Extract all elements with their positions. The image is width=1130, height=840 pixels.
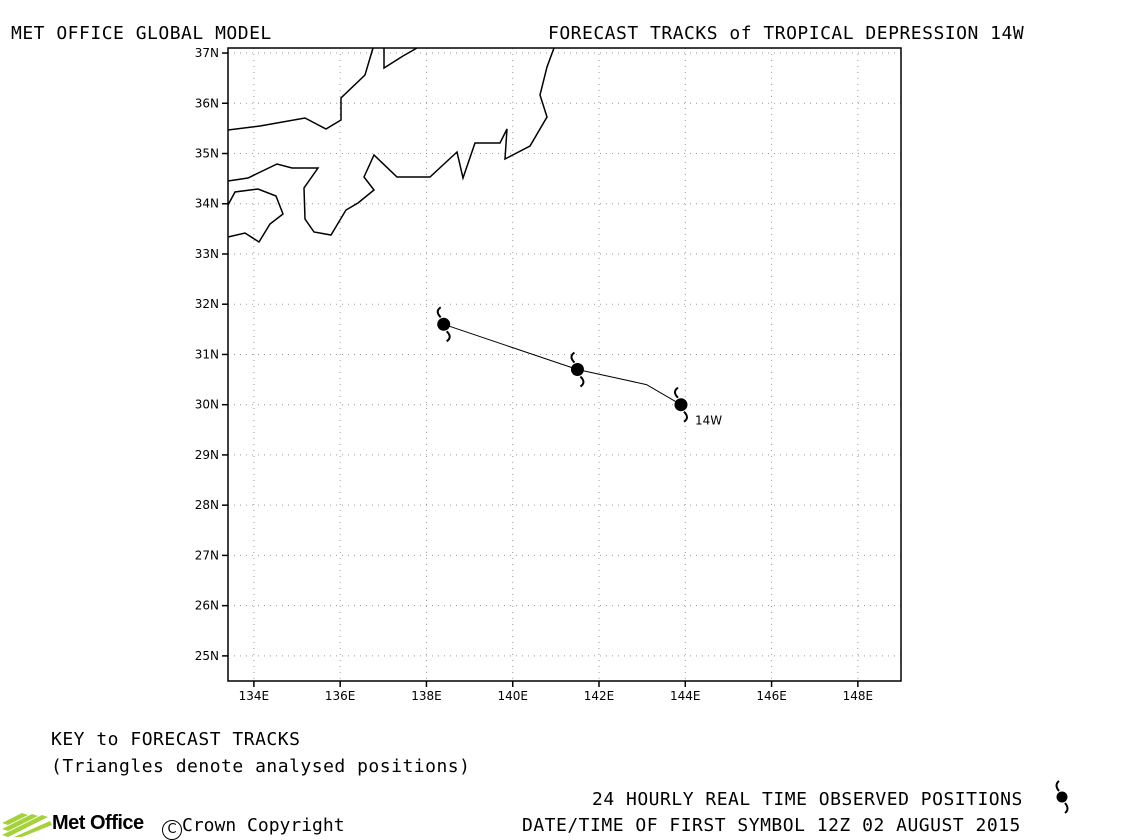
latitude-labels: 37N 36N 35N 34N 33N 32N 31N 30N 29N 28N 27N 26N 25N bbox=[195, 46, 228, 663]
lat-tick-label: 35N bbox=[195, 147, 219, 161]
lon-tick-label: 148E bbox=[843, 689, 874, 703]
grid-lines bbox=[228, 48, 901, 681]
forecast-track bbox=[443, 323, 682, 406]
lat-tick-label: 25N bbox=[195, 649, 219, 663]
lat-tick-label: 30N bbox=[195, 398, 219, 412]
lat-tick-label: 34N bbox=[195, 197, 219, 211]
lon-tick-label: 140E bbox=[497, 689, 528, 703]
cyclone-symbol bbox=[673, 386, 688, 423]
coastline-kii bbox=[227, 47, 555, 236]
lat-tick-label: 37N bbox=[195, 46, 219, 60]
legend-cyclone-icon bbox=[1055, 780, 1069, 814]
coastline-honshu-west bbox=[227, 47, 374, 131]
storm-label: 14W bbox=[695, 414, 722, 428]
key-note: (Triangles denote analysed positions) bbox=[51, 756, 471, 777]
lat-tick-label: 28N bbox=[195, 498, 219, 512]
lon-tick-label: 146E bbox=[756, 689, 787, 703]
lon-tick-label: 136E bbox=[325, 689, 356, 703]
lon-tick-label: 142E bbox=[584, 689, 615, 703]
lon-tick-label: 138E bbox=[411, 689, 442, 703]
storm-symbols bbox=[436, 306, 688, 423]
lat-tick-label: 32N bbox=[195, 297, 219, 311]
copyright-notice: C Crown Copyright bbox=[162, 815, 345, 840]
coastline-izu bbox=[383, 47, 418, 70]
lat-tick-label: 29N bbox=[195, 448, 219, 462]
observed-positions-label: 24 HOURLY REAL TIME OBSERVED POSITIONS bbox=[592, 789, 1023, 810]
right-title: FORECAST TRACKS of TROPICAL DEPRESSION 1… bbox=[548, 23, 1025, 44]
first-symbol-datetime: DATE/TIME OF FIRST SYMBOL 12Z 02 AUGUST … bbox=[522, 815, 1021, 836]
coastline-shikoku bbox=[227, 188, 284, 244]
met-office-logo-text: Met Office bbox=[52, 812, 144, 834]
lon-tick-label: 134E bbox=[239, 689, 270, 703]
cyclone-symbol bbox=[436, 306, 451, 343]
lat-tick-label: 36N bbox=[195, 96, 219, 110]
map-frame bbox=[227, 47, 902, 682]
met-office-logo-icon bbox=[2, 813, 52, 837]
track-line bbox=[443, 323, 682, 406]
cyclone-symbol bbox=[570, 351, 585, 388]
left-title: MET OFFICE GLOBAL MODEL bbox=[11, 23, 272, 44]
lat-tick-label: 27N bbox=[195, 548, 219, 562]
key-title: KEY to FORECAST TRACKS bbox=[51, 729, 301, 750]
copyright-text: Crown Copyright bbox=[182, 815, 345, 836]
lat-tick-label: 33N bbox=[195, 247, 219, 261]
longitude-labels: 134E 136E 138E 140E 142E 144E 146E 148E bbox=[239, 681, 873, 703]
coastline bbox=[227, 47, 555, 244]
copyright-symbol-icon: C bbox=[162, 820, 182, 840]
lat-tick-label: 26N bbox=[195, 599, 219, 613]
lat-tick-label: 31N bbox=[195, 347, 219, 361]
lon-tick-label: 144E bbox=[670, 689, 701, 703]
